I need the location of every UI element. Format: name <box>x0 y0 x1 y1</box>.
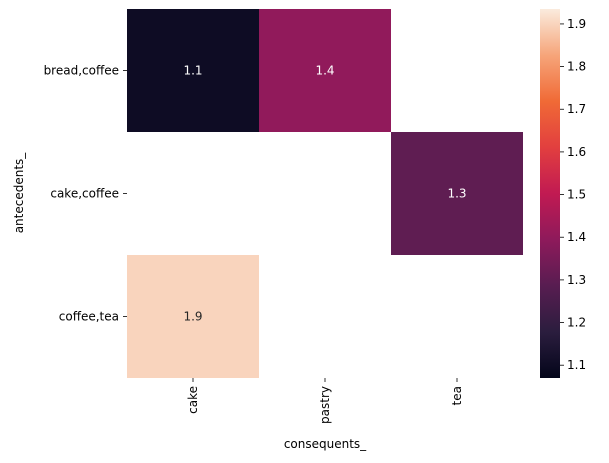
colorbar-tick-label: 1.4 <box>567 230 586 244</box>
colorbar-ticks: 1.1 1.2 1.3 1.4 1.5 1.6 1.7 1.8 1.9 <box>560 17 586 372</box>
colorbar: 1.1 1.2 1.3 1.4 1.5 1.6 1.7 1.8 1.9 <box>540 9 586 378</box>
cell-annotation-0-0: 1.1 <box>183 64 202 78</box>
y-tick-label: bread,coffee <box>44 64 119 78</box>
heatmap-cell-0-0 <box>127 9 259 132</box>
colorbar-tick-label: 1.8 <box>567 60 586 74</box>
cell-annotation-2-0: 1.9 <box>183 310 202 324</box>
y-axis-label: antecedents_ <box>12 152 26 234</box>
y-axis-ticks: bread,coffee cake,coffee coffee,tea <box>44 64 127 324</box>
cell-annotation-0-1: 1.4 <box>315 64 334 78</box>
colorbar-tick-label: 1.2 <box>567 316 586 330</box>
y-tick-label: coffee,tea <box>59 310 119 324</box>
y-tick-label: cake,coffee <box>50 187 119 201</box>
colorbar-tick-label: 1.9 <box>567 17 586 31</box>
x-tick-label: pastry <box>318 386 332 424</box>
x-tick-label: cake <box>186 386 200 414</box>
cell-annotation-1-2: 1.3 <box>447 187 466 201</box>
colorbar-gradient <box>540 9 560 378</box>
colorbar-tick-label: 1.7 <box>567 102 586 116</box>
colorbar-tick-label: 1.3 <box>567 273 586 287</box>
colorbar-tick-label: 1.1 <box>567 358 586 372</box>
x-axis-ticks: cake pastry tea <box>186 378 464 424</box>
heatmap-cell-1-2 <box>391 132 523 255</box>
heatmap-cells: 1.1 1.4 1.3 1.9 <box>127 9 523 378</box>
colorbar-tick-label: 1.5 <box>567 188 586 202</box>
heatmap-cell-0-1 <box>259 9 391 132</box>
colorbar-tick-label: 1.6 <box>567 145 586 159</box>
x-tick-label: tea <box>450 386 464 405</box>
x-axis-label: consequents_ <box>284 437 367 451</box>
heatmap-cell-2-0 <box>127 255 259 378</box>
